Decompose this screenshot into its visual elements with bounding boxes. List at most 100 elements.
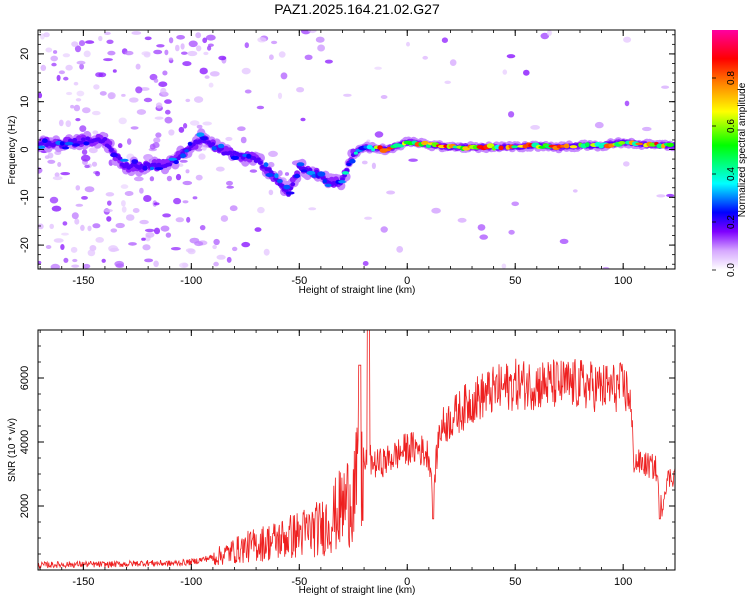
spectrogram-speckle [249,169,258,173]
spectrogram-ridge-cell [80,137,86,142]
spectrogram-speckle [308,30,317,34]
spectrogram-speckle [154,116,164,120]
spectrogram-speckle [195,32,202,39]
spectrogram-x-tick-label: -100 [180,275,202,287]
spectrogram-peak-cell [196,132,205,137]
spectrogram-speckle [523,69,530,76]
spectrogram-speckle [240,136,247,144]
spectrogram-speckle [501,263,507,269]
spectrogram-peak-cell [353,151,358,155]
spectrogram-speckle [269,54,274,60]
spectrogram-speckle [162,70,168,76]
spectrogram-ridge-cell [201,139,207,144]
spectrogram-speckle [121,206,127,213]
spectrogram-peak-cell [317,171,326,177]
spectrogram-speckle [380,95,388,99]
spectrogram-speckle [75,98,82,102]
spectrogram-ridge-cell [102,137,108,141]
spectrogram-speckle [93,84,100,90]
snr-frame [37,329,676,571]
spectrogram-speckle [52,176,63,181]
spectrogram-speckle [180,43,185,50]
spectrogram-ridge-cell [210,142,216,147]
spectrogram-speckle [408,158,418,162]
snr-x-axis-label: Height of straight line (km) [299,585,416,596]
spectrogram-speckle [63,76,69,81]
spectrogram-peak-cell [180,153,187,159]
spectrogram-peak-cell [324,183,332,187]
spectrogram-speckle [178,163,184,167]
spectrogram-ridge-cell [197,139,203,144]
spectrogram-peak-cell [59,141,65,146]
spectrogram-speckle [182,200,189,204]
spectrogram-speckle [50,55,58,62]
spectrogram-speckle [380,226,388,233]
spectrogram-speckle [98,35,103,42]
spectrogram-ridge-cell [290,182,296,187]
spectrogram-speckle [144,228,155,233]
spectrogram-speckle [135,86,143,94]
snr-y-tick-label: 4000 [19,430,31,454]
spectrogram-speckle [76,60,86,65]
spectrogram-speckle [441,37,448,43]
spectrogram-speckle [226,180,233,186]
spectrogram-speckle [112,69,117,73]
spectrogram-speckle [144,258,154,263]
spectrogram-speckle [131,31,142,35]
spectrogram-peak-cell [246,153,252,159]
spectrogram-peak-cell [397,144,405,148]
spectrogram-speckle [95,171,101,177]
spectrogram-peak-cell [149,166,155,171]
spectrogram-peak-cell [211,146,217,151]
spectrogram-speckle [422,55,429,60]
spectrogram-speckle [540,32,550,40]
spectrogram-speckle [162,213,172,218]
spectrogram-speckle [226,256,232,263]
spectrogram-speckle [153,202,160,206]
snr-series-line [38,330,675,570]
spectrogram-speckle [43,32,50,38]
spectrogram-speckle [47,159,56,164]
spectrogram-speckle [196,45,202,52]
spectrogram-speckle [183,123,188,129]
spectrogram-speckle [212,244,217,250]
spectrogram-ridge-cell [78,140,84,145]
spectrogram-speckle [205,34,216,41]
spectrogram-peak-cell [342,171,349,175]
spectrogram-speckle [95,72,103,78]
spectrogram-speckle [71,264,80,268]
spectrogram-speckle [213,238,220,246]
spectrogram-speckle [179,262,189,269]
snr-panel: -150 -100 -50 0 50 100 2000 4000 6000 Height of … [7,329,676,596]
spectrogram-speckle [53,50,58,54]
spectrogram-speckle [115,263,125,269]
spectrogram-speckle [57,162,62,167]
spectrogram-speckle [92,110,101,116]
spectrogram-speckle [185,169,190,174]
spectrogram-speckle [124,191,134,196]
spectrogram-speckle [107,50,116,56]
spectrogram-speckle [50,263,60,269]
colorbar-tick-label: 0.8 [726,71,737,85]
spectrogram-peak-cell [584,142,590,148]
spectrogram-speckle [308,207,317,211]
spectrogram-speckle [661,85,670,89]
spectrogram-ridge-cell [109,148,114,152]
spectrogram-speckle [624,100,630,107]
spectrogram-peak-cell [131,159,139,164]
spectrogram-speckle [84,186,95,193]
spectrogram-speckle [277,92,283,100]
spectrogram-peak-cell [217,143,225,149]
spectrogram-speckle [81,149,88,155]
spectrogram-speckle [106,39,114,44]
spectrogram-y-tick-label: 20 [19,48,31,60]
spectrogram-speckle [75,118,81,122]
spectrogram-peak-cell [72,143,80,147]
spectrogram-speckle [232,246,238,252]
spectrogram-speckle [153,49,163,55]
spectrogram-speckle [133,176,144,182]
spectrogram-speckle [244,42,249,49]
spectrogram-peak-cell [421,140,429,146]
spectrogram-speckle [71,212,79,220]
spectrogram-speckle [508,111,515,118]
